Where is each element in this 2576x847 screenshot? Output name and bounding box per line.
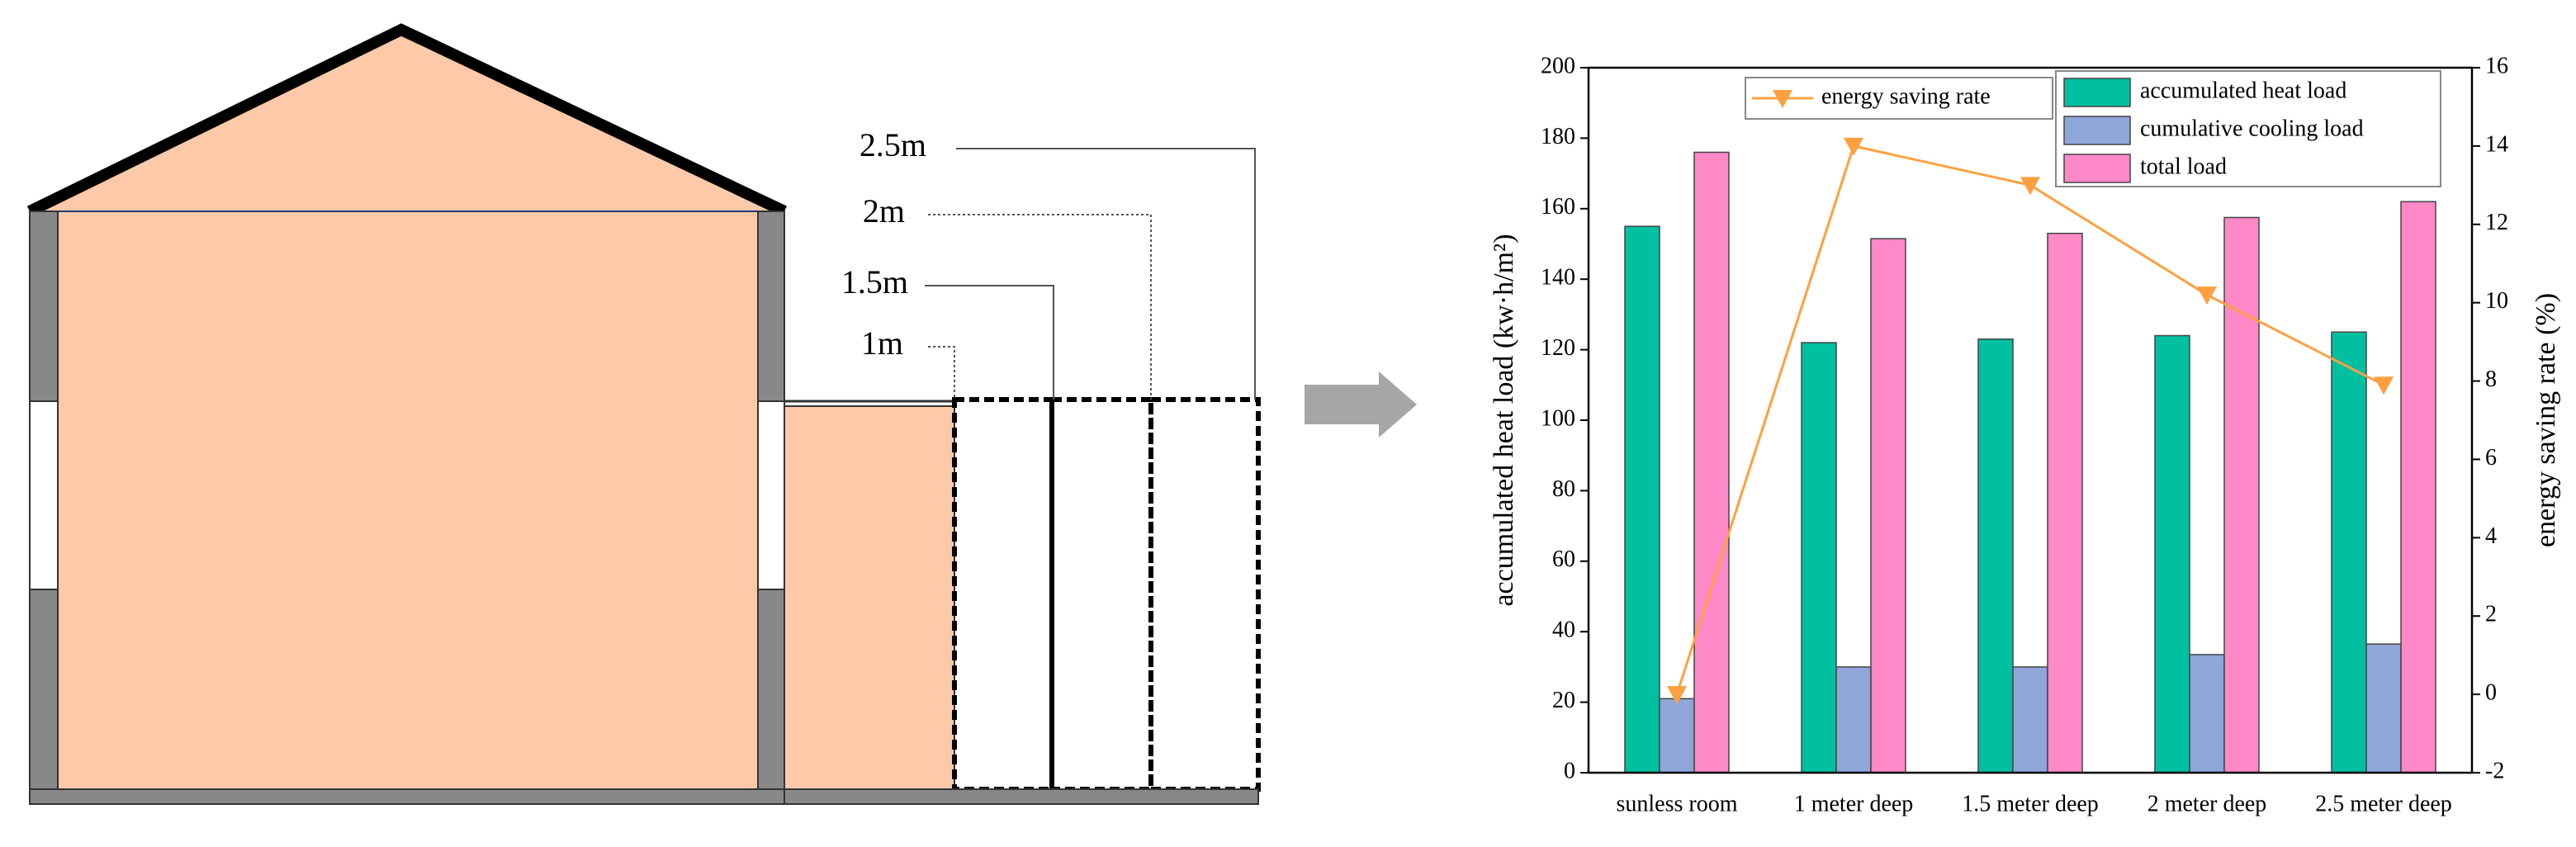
legend-swatch <box>2063 116 2131 145</box>
line-marker <box>2374 376 2394 395</box>
leader-line <box>925 285 1054 400</box>
y2-tick-label: 8 <box>2485 367 2497 392</box>
leader-line <box>928 214 1152 400</box>
legend-label: energy saving rate <box>1821 83 1991 109</box>
y-tick-label: 140 <box>1541 265 1575 291</box>
roof <box>26 23 787 217</box>
depth-label: 2.5m <box>859 126 926 163</box>
y-tick-label: 180 <box>1541 124 1575 149</box>
x-tick-label: 2.5 meter deep <box>2315 791 2452 816</box>
arrow <box>1305 371 1417 438</box>
line-marker <box>1844 137 1863 156</box>
y2-tick-label: 16 <box>2485 53 2508 78</box>
wall <box>757 589 785 790</box>
line-marker <box>2197 286 2217 305</box>
bar <box>2154 334 2190 774</box>
y2-tick-label: 2 <box>2485 602 2497 627</box>
legend-swatch <box>2063 154 2131 183</box>
y-tick-label: 120 <box>1541 335 1575 361</box>
y-axis-title: accumulated heat load (kw·h/m²) <box>1489 234 1519 606</box>
extension-dashed <box>1148 397 1261 792</box>
y-tick-label: 0 <box>1564 758 1575 783</box>
legend-label: total load <box>2140 154 2227 179</box>
line-marker <box>1773 90 1792 108</box>
house-interior <box>58 211 758 789</box>
legend-label: cumulative cooling load <box>2140 116 2364 141</box>
window <box>29 400 59 590</box>
bar <box>1801 342 1837 774</box>
roof-space <box>30 30 784 211</box>
depth-label: 2m <box>863 192 905 229</box>
bar <box>1659 698 1695 774</box>
bar <box>2223 216 2260 774</box>
bar <box>2189 654 2225 774</box>
y2-tick-label: 10 <box>2485 288 2508 314</box>
bar <box>2012 666 2048 774</box>
y-tick-label: 200 <box>1541 53 1575 78</box>
extension-dashed <box>1049 397 1153 792</box>
y2-tick-label: 0 <box>2485 680 2497 706</box>
line <box>1675 144 2384 695</box>
y2-tick-label: 4 <box>2485 523 2497 549</box>
leader-line <box>928 346 955 400</box>
x-tick-label: 1 meter deep <box>1794 791 1914 816</box>
wall <box>29 589 59 790</box>
wall <box>29 211 59 402</box>
legend-label: accumulated heat load <box>2140 78 2346 103</box>
bar <box>1693 151 1730 774</box>
bar <box>1977 338 2014 774</box>
y-tick-label: 20 <box>1552 688 1575 713</box>
y2-tick-label: 6 <box>2485 445 2497 471</box>
ground <box>29 788 785 805</box>
y-tick-label: 60 <box>1552 547 1575 572</box>
depth-label: 1.5m <box>841 263 908 300</box>
y-tick-label: 100 <box>1541 405 1575 431</box>
y-tick-label: 160 <box>1541 194 1575 220</box>
bar <box>2400 201 2436 774</box>
sunroom <box>784 405 955 790</box>
depth-label: 1m <box>861 324 903 362</box>
y-tick-label: 40 <box>1552 618 1575 643</box>
extension-dashed <box>952 397 1054 792</box>
bar <box>2365 643 2402 774</box>
bar <box>1835 666 1872 774</box>
line-marker <box>2020 177 2040 196</box>
y2-axis-title: energy saving rate (%) <box>2531 293 2561 547</box>
y2-tick-label: 12 <box>2485 210 2508 235</box>
window <box>757 400 785 590</box>
bar <box>2047 232 2083 774</box>
bar <box>2331 331 2367 774</box>
line-marker <box>1667 686 1687 705</box>
x-tick-label: sunless room <box>1617 791 1738 816</box>
leader-line <box>956 148 1256 400</box>
y-tick-label: 80 <box>1552 476 1575 502</box>
chart: 0 20 40 60 80 100 120 140 160 180 200 -2 0 2 4 6 8 10 12 14… <box>1489 53 2561 816</box>
y2-tick-label: 14 <box>2485 131 2508 157</box>
y2-tick-label: -2 <box>2485 758 2504 783</box>
bar <box>1624 225 1660 774</box>
bar <box>1870 238 1906 774</box>
wall <box>757 211 785 402</box>
ground <box>784 788 1259 805</box>
x-tick-label: 2 meter deep <box>2147 791 2267 816</box>
plot-frame <box>1587 66 2474 774</box>
building-section: 2.5m 2m 1.5m 1m <box>26 23 1261 805</box>
x-tick-label: 1.5 meter deep <box>1962 791 2099 816</box>
legend-swatch <box>2063 78 2131 107</box>
